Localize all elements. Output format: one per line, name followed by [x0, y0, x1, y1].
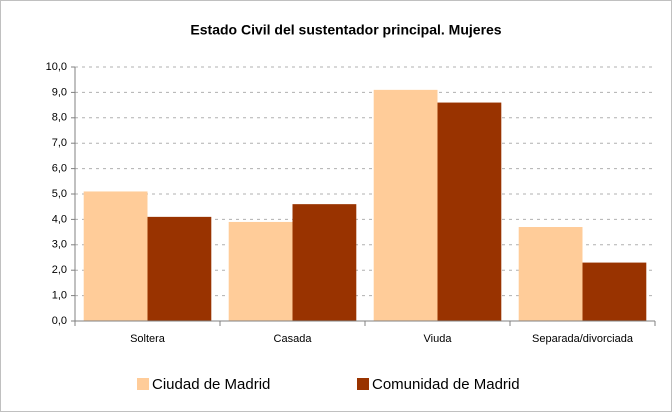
- bar: [292, 204, 357, 321]
- x-tick-label: Casada: [274, 333, 313, 345]
- bar: [228, 221, 293, 321]
- y-tick-label: 10,0: [46, 61, 67, 73]
- bar: [147, 216, 212, 321]
- y-tick-label: 9,0: [52, 86, 67, 98]
- bar: [83, 191, 148, 321]
- legend-swatch: [137, 378, 149, 390]
- y-tick-label: 1,0: [52, 290, 67, 302]
- legend-swatch: [357, 378, 369, 390]
- y-tick-label: 7,0: [52, 137, 67, 149]
- y-tick-label: 5,0: [52, 188, 67, 200]
- bar: [437, 102, 502, 321]
- y-tick-label: 3,0: [52, 239, 67, 251]
- legend-label: Ciudad de Madrid: [152, 376, 270, 393]
- legend-label: Comunidad de Madrid: [372, 376, 520, 393]
- y-tick-label: 6,0: [52, 163, 67, 175]
- x-tick-label: Soltera: [130, 333, 166, 345]
- x-tick-label: Viuda: [424, 333, 453, 345]
- chart-title: Estado Civil del sustentador principal. …: [190, 22, 501, 38]
- bar: [373, 89, 438, 321]
- x-tick-label: Separada/divorciada: [532, 333, 634, 345]
- y-tick-label: 4,0: [52, 213, 67, 225]
- bar: [518, 227, 583, 321]
- y-tick-label: 0,0: [52, 315, 67, 327]
- y-tick-label: 2,0: [52, 264, 67, 276]
- y-tick-label: 8,0: [52, 112, 67, 124]
- bar: [582, 262, 647, 321]
